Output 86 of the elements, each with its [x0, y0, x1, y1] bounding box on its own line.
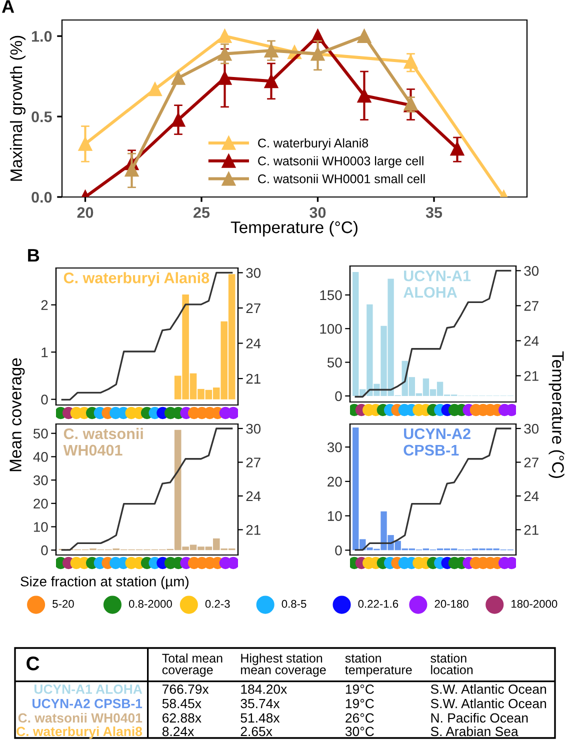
y-tick-label: 1	[42, 348, 48, 358]
text: 35.74x	[240, 698, 280, 708]
legend-title: Size fraction at station (µm)	[20, 576, 188, 590]
y-axis-title: Mean coverage	[10, 358, 25, 472]
x-axis-title: Temperature (°C)	[230, 220, 358, 236]
y-tick-label: 2	[41, 300, 48, 310]
text: 26°C	[346, 713, 374, 723]
y2-tick-label: 30	[524, 266, 539, 276]
y-tick-label: 30	[33, 475, 48, 486]
y-tick-label: 0	[335, 391, 342, 402]
legend-label: C. watsonii WH0001 small cell	[258, 174, 425, 184]
y-tick-label: 30	[327, 442, 342, 452]
y2-tick-label: 21	[524, 371, 538, 381]
y2-tick-label: 24	[524, 336, 539, 346]
legend-label: C. waterburyi Alani8	[258, 138, 368, 150]
y2-tick-label: 27	[524, 458, 538, 468]
y2-tick-label: 24	[524, 491, 539, 501]
y2-tick-label: 30	[246, 424, 261, 434]
chart-title: B	[28, 249, 40, 262]
y2-tick-label: 24	[246, 491, 261, 501]
x-tick-label: 30	[310, 207, 326, 218]
y-axis-title: Maximal growth (%)	[10, 36, 26, 181]
text: S.W. Atlantic Ocean	[430, 698, 546, 708]
y2-tick-label: 27	[246, 303, 260, 314]
y-tick-label: 10	[34, 522, 48, 532]
category-label: C. waterburyi Alani8	[16, 726, 142, 739]
y2-axis-title: Temperature (°C)	[548, 351, 564, 478]
series-label: UCYN-A1 ALOHA	[404, 270, 471, 298]
y-tick-label: 40	[33, 452, 48, 462]
category-label: 180-2000	[512, 600, 558, 608]
category-label: station temperature	[345, 653, 412, 677]
text: 184.20x	[241, 684, 287, 694]
category-label: 0.8-2000	[128, 600, 172, 608]
text: S.W. Atlantic Ocean	[430, 684, 546, 694]
x-tick-label: 20	[77, 207, 94, 218]
y2-tick-label: 30	[246, 268, 261, 278]
x-tick-label: 35	[426, 207, 442, 218]
category-label: Total mean coverage	[162, 653, 222, 677]
text: S. Arabian Sea	[430, 726, 518, 736]
chart-title: A	[2, 0, 14, 13]
y2-tick-label: 27	[524, 301, 538, 311]
text: C	[26, 656, 40, 670]
text: 62.88x	[162, 713, 202, 723]
category-label: UCYN-A1 ALOHA	[34, 684, 142, 694]
text: 58.45x	[162, 698, 202, 708]
y2-tick-label: 30	[524, 424, 539, 434]
y2-tick-label: 21	[246, 525, 260, 535]
category-label: 20-180	[434, 600, 468, 608]
category-label: 5-20	[52, 600, 74, 608]
category-label: C. watsonii WH0401	[18, 712, 142, 723]
y-tick-label: 10	[328, 511, 342, 521]
y2-tick-label: 24	[246, 338, 261, 348]
y-tick-label: 0.0	[32, 192, 52, 203]
text: 2.65x	[240, 726, 272, 736]
x-tick-label: 25	[194, 207, 210, 218]
y-tick-label: 0	[41, 394, 48, 404]
y-tick-label: 50	[33, 428, 48, 439]
legend-label: C. watsonii WH0003 large cell	[258, 156, 424, 168]
text: UCYN-A2 CPSB-1	[404, 428, 470, 456]
y-tick-label: 0	[335, 546, 342, 556]
category-label: Highest station mean coverage	[241, 653, 326, 677]
y-tick-label: 100	[320, 324, 342, 334]
category-label: 0.2-3	[205, 600, 230, 608]
category-label: 0.8-5	[282, 600, 306, 608]
series-label: C. waterburyi Alani8	[64, 272, 210, 286]
text: 19°C	[346, 698, 374, 708]
y2-tick-label: 21	[524, 525, 538, 535]
text: N. Pacific Ocean	[431, 712, 528, 723]
y-tick-label: 0	[41, 545, 48, 556]
category-label: 0.22-1.6	[358, 600, 398, 608]
y2-tick-label: 21	[246, 374, 260, 384]
text: 19°C	[346, 684, 374, 694]
text: 8.24x	[162, 726, 194, 736]
category-label: station location	[430, 653, 473, 674]
y-tick-label: 1.0	[32, 30, 52, 42]
category-label: UCYN-A2 CPSB-1	[32, 698, 142, 708]
text: 30°C	[345, 726, 374, 736]
text: C. watsonii WH0401	[63, 428, 143, 456]
y-tick-label: 20	[34, 498, 48, 509]
y-tick-label: 150	[320, 290, 342, 300]
y2-tick-label: 27	[246, 458, 260, 468]
y-tick-label: 20	[328, 476, 342, 487]
y-tick-label: 50	[327, 358, 342, 368]
y-tick-label: 0.5	[32, 111, 52, 122]
text: 51.48x	[240, 713, 280, 723]
text: 766.79x	[162, 684, 209, 694]
